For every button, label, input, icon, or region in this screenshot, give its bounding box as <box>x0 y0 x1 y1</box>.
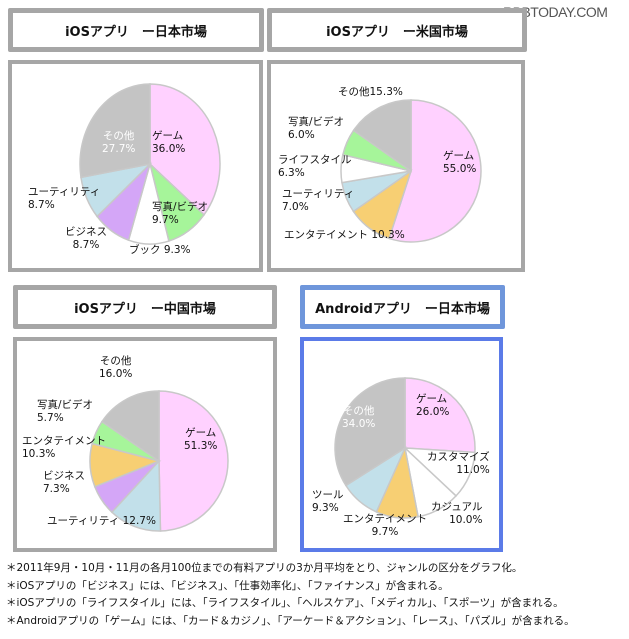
label-utility: ユーティリティ 7.0% <box>282 188 355 213</box>
label-other: その他 16.0% <box>99 355 133 380</box>
pie-svg <box>334 377 476 519</box>
label-other: その他 34.0% <box>342 405 376 430</box>
label-game: ゲーム 36.0% <box>152 130 186 155</box>
label-entertainment: エンタテイメント 10.3% <box>22 435 106 460</box>
pie-slice <box>334 377 406 487</box>
label-book: ブック 9.3% <box>129 244 191 256</box>
pie-chart-ios-us: ゲーム 55.0% エンタテイメント 10.3% ユーティリティ 7.0% ライフス… <box>267 60 525 272</box>
pie-svg <box>89 390 229 532</box>
pie-slice <box>79 83 151 179</box>
label-customize: カスタマイズ 11.0% <box>427 451 490 476</box>
label-other: その他 27.7% <box>102 130 136 155</box>
pie-slice <box>149 83 221 216</box>
label-tool: ツール 9.3% <box>312 489 344 514</box>
label-business: ビジネス 7.3% <box>43 470 85 495</box>
footnotes: ＊2011年9月・10月・11月の各月100位までの有料アプリの3か月平均をとり… <box>6 560 575 630</box>
pie-chart-ios-japan: ゲーム 36.0% 写真/ビデオ 9.7% ブック 9.3% ビジネス 8.7% ユー… <box>8 60 263 272</box>
pie-svg <box>340 99 482 243</box>
label-entertainment: エンタテイメント 9.7% <box>343 513 427 538</box>
pie-chart-ios-china: ゲーム 51.3% ユーティリティ 12.7% ビジネス 7.3% エンタテイメント… <box>13 337 277 552</box>
panel-title-android-japan: Androidアプリ ー日本市場 <box>300 285 505 329</box>
label-photo-video: 写真/ビデオ 6.0% <box>288 116 345 141</box>
pie-slice <box>404 377 476 454</box>
label-lifestyle: ライフスタイル 6.3% <box>278 154 352 179</box>
pie-slice <box>158 390 229 532</box>
panel-title-ios-us: iOSアプリ ー米国市場 <box>267 8 527 52</box>
pie-slice <box>352 99 412 173</box>
pie-slice <box>100 390 160 463</box>
footnote: ＊2011年9月・10月・11月の各月100位までの有料アプリの3か月平均をとり… <box>6 562 523 574</box>
label-casual: カジュアル 10.0% <box>431 501 483 526</box>
label-utility: ユーティリティ 12.7% <box>47 515 156 527</box>
panel-title-ios-china: iOSアプリ ー中国市場 <box>13 285 277 329</box>
label-utility: ユーティリティ 8.7% <box>28 186 101 211</box>
label-game: ゲーム 55.0% <box>443 150 477 175</box>
label-business: ビジネス 8.7% <box>65 226 107 251</box>
label-entertainment: エンタテイメント 10.3% <box>284 229 405 241</box>
label-game: ゲーム 51.3% <box>184 427 218 452</box>
watermark: RBBTODAY.COM <box>503 4 608 20</box>
panel-title-text: iOSアプリ ー中国市場 <box>74 301 216 317</box>
label-other: その他15.3% <box>338 86 403 98</box>
footnote: ＊Androidアプリの「ゲーム」には、「カード＆カジノ」、「アーケード＆アクシ… <box>6 614 575 627</box>
panel-title-ios-japan: iOSアプリ ー日本市場 <box>8 8 264 52</box>
pie-slice <box>388 99 482 243</box>
pie-svg <box>79 83 221 245</box>
panel-title-text: Androidアプリ ー日本市場 <box>315 301 490 317</box>
footnote: ＊iOSアプリの「ライフスタイル」には、「ライフスタイル」、「ヘルスケア」、「メ… <box>6 597 564 609</box>
label-game: ゲーム 26.0% <box>416 393 450 418</box>
label-photo-video: 写真/ビデオ 9.7% <box>152 201 209 226</box>
panel-title-text: iOSアプリ ー米国市場 <box>326 24 468 40</box>
pie-chart-android-japan: ゲーム 26.0% カスタマイズ 11.0% カジュアル 10.0% エンタテイメント… <box>300 337 503 552</box>
footnote: ＊iOSアプリの「ビジネス」には、「ビジネス」、「仕事効率化」、「ファイナンス」… <box>6 579 449 592</box>
panel-title-text: iOSアプリ ー日本市場 <box>65 24 207 40</box>
label-photo-video: 写真/ビデオ 5.7% <box>37 399 94 424</box>
